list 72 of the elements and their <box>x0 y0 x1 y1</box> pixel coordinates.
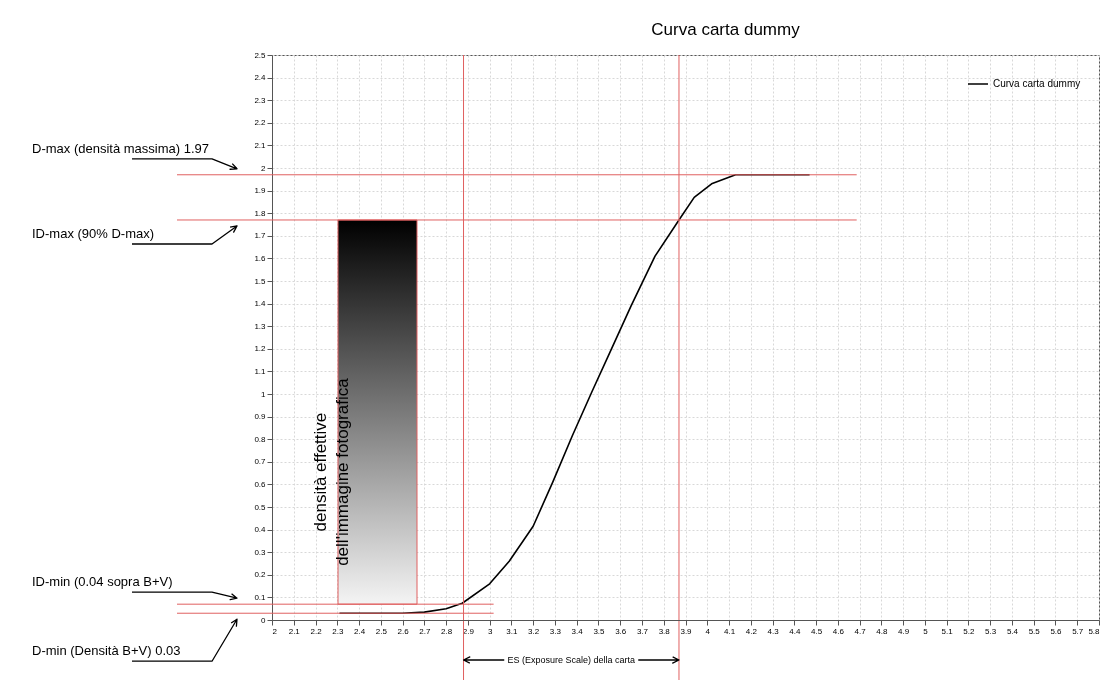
ref-line-label: ID-max (90% D-max) <box>32 225 155 241</box>
x-tick-label: 5.2 <box>963 626 976 636</box>
x-tick-label: 2.3 <box>332 626 344 636</box>
y-tick-label: 2.1 <box>254 140 267 150</box>
y-tick-label: 0.7 <box>254 457 267 467</box>
ref-line-label: ID-min (0.04 sopra B+V) <box>32 574 173 590</box>
y-tick-label: 1.8 <box>254 208 267 218</box>
x-tick-label: 3.5 <box>593 626 606 636</box>
x-tick-label: 5.8 <box>1088 626 1101 636</box>
y-tick-label: 2.2 <box>254 118 267 128</box>
x-tick-label: 5.6 <box>1050 626 1063 636</box>
x-tick-label: 4.7 <box>854 626 867 636</box>
x-tick-label: 3.6 <box>615 626 627 636</box>
x-tick-label: 4.3 <box>767 626 780 636</box>
x-tick-label: 2.5 <box>375 626 388 636</box>
x-tick-label: 5.4 <box>1006 626 1019 636</box>
x-tick-label: 4.4 <box>789 626 801 636</box>
x-tick-label: 4.1 <box>723 626 736 636</box>
x-tick-label: 3.4 <box>571 626 584 636</box>
y-tick-label: 2 <box>261 163 267 173</box>
y-tick-label: 1.1 <box>254 366 267 376</box>
x-tick-label: 3.8 <box>658 626 671 636</box>
x-tick-label: 5.5 <box>1028 626 1041 636</box>
x-tick-label: 5.1 <box>941 626 954 636</box>
x-tick-label: 2.8 <box>441 626 453 636</box>
x-tick-label: 5.3 <box>985 626 997 636</box>
y-tick-label: 1.6 <box>254 253 267 263</box>
chart-title: Curva carta dummy <box>651 20 801 39</box>
x-tick-label: 3.1 <box>506 626 518 636</box>
y-tick-label: 0 <box>261 615 267 625</box>
y-tick-label: 0.5 <box>254 502 267 512</box>
legend-label: Curva carta dummy <box>993 78 1081 89</box>
x-tick-label: 5 <box>923 626 929 636</box>
x-tick-label: 4.5 <box>811 626 823 636</box>
x-tick-label: 3 <box>487 626 493 636</box>
band-label: densità effettive dell'immagine fotografica <box>311 377 352 566</box>
y-tick-label: 1 <box>261 389 267 399</box>
x-tick-label: 2 <box>272 626 278 636</box>
x-tick-label: 3.2 <box>528 626 540 636</box>
y-tick-label: 0.2 <box>254 570 267 580</box>
x-tick-label: 2.7 <box>419 626 431 636</box>
y-tick-label: 0.6 <box>254 479 267 489</box>
y-tick-label: 2.5 <box>254 50 267 60</box>
y-tick-label: 1.3 <box>254 321 267 331</box>
x-tick-label: 3.9 <box>680 626 693 636</box>
x-tick-label: 4.6 <box>832 626 845 636</box>
y-tick-label: 1.5 <box>254 276 267 286</box>
y-tick-label: 1.9 <box>254 186 267 196</box>
ref-line-label: D-min (Densità B+V) 0.03 <box>32 643 181 659</box>
y-tick-label: 1.7 <box>254 231 267 241</box>
x-tick-label: 4.9 <box>898 626 910 636</box>
x-tick-label: 4.8 <box>876 626 888 636</box>
x-tick-label: 4.2 <box>745 626 758 636</box>
x-tick-label: 4 <box>705 626 711 636</box>
x-tick-label: 3.3 <box>549 626 562 636</box>
x-tick-label: 2.1 <box>288 626 301 636</box>
x-tick-label: 2.4 <box>353 626 366 636</box>
x-tick-label: 2.6 <box>397 626 410 636</box>
y-tick-label: 2.3 <box>254 95 267 105</box>
y-tick-label: 0.9 <box>254 412 267 422</box>
x-tick-label: 2.2 <box>310 626 323 636</box>
x-tick-label: 3.7 <box>636 626 649 636</box>
y-tick-label: 1.2 <box>254 344 267 354</box>
text: ES (Exposure Scale) della carta <box>507 655 636 665</box>
y-tick-label: 2.4 <box>254 73 267 83</box>
x-tick-label: 5.7 <box>1072 626 1084 636</box>
y-tick-label: 0.1 <box>254 592 267 602</box>
y-tick-label: 0.8 <box>254 434 267 444</box>
y-tick-label: 0.4 <box>254 525 267 535</box>
ref-line-label: D-max (densità massima) 1.97 <box>32 140 209 156</box>
y-tick-label: 0.3 <box>254 547 267 557</box>
y-tick-label: 1.4 <box>254 299 267 309</box>
